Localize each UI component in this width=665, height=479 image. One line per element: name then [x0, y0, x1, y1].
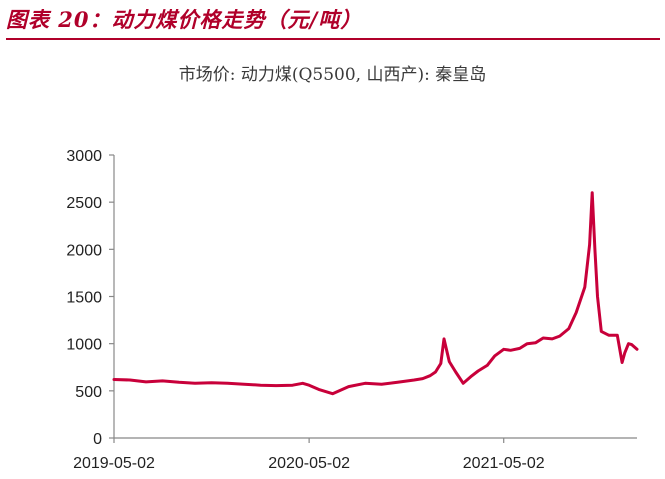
chart-title: 市场价: 动力煤(Q5500, 山西产): 秦皇岛: [178, 65, 487, 85]
y-tick-label: 2000: [66, 242, 102, 259]
y-tick-label: 1000: [66, 337, 102, 354]
x-tick-label: 2020-05-02: [268, 455, 350, 472]
y-tick-label: 2500: [66, 195, 102, 212]
figure-header: 图表 20：动力煤价格走势（元/吨）: [0, 0, 665, 44]
series-line: [112, 191, 639, 396]
plot-area: [112, 191, 639, 396]
y-tick-label: 1500: [66, 290, 102, 307]
y-axis: 0 500 1000 1500 2000 2500 3000: [66, 148, 115, 448]
title-rule: [6, 38, 660, 40]
x-tick-label: 2021-05-02: [463, 455, 545, 472]
figure-title: 图表 20：动力煤价格走势（元/吨）: [6, 7, 363, 32]
y-tick-label: 0: [93, 431, 102, 448]
x-axis: 2019-05-02 2020-05-02 2021-05-02: [73, 437, 637, 472]
y-tick-label: 3000: [66, 148, 102, 165]
y-tick-label: 500: [75, 384, 102, 401]
x-tick-label: 2019-05-02: [73, 455, 155, 472]
